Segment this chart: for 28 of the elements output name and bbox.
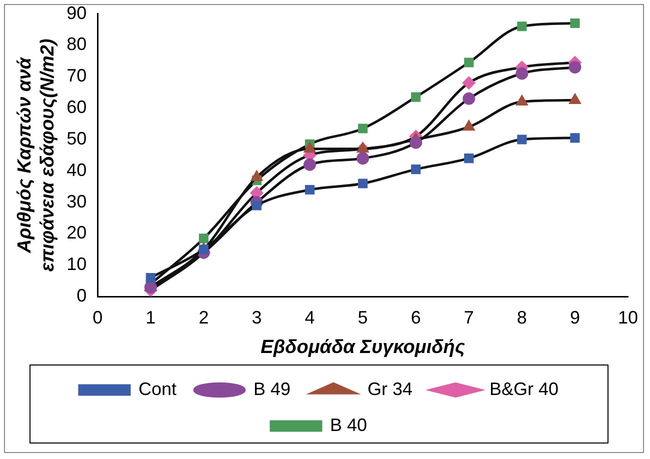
y-axis-title: Αριθμός Καρπών ανά επιφάνεια εδάφους(N/m2) [14, 38, 58, 272]
y-tick-label: 10 [66, 254, 87, 274]
y-tick-label: 80 [66, 34, 87, 54]
y-tick-label: 30 [66, 191, 87, 212]
x-tick-label: 10 [618, 307, 638, 328]
x-axis-title: Εβδομάδα Συγκομιδής [260, 336, 466, 358]
y-tick-label: 60 [66, 97, 87, 118]
x-tick-label: 8 [516, 307, 527, 328]
legend-label: B 40 [330, 414, 368, 435]
x-tick-label: 0 [92, 307, 103, 328]
y-tick-label: 40 [66, 160, 87, 180]
legend-label: B 49 [253, 378, 291, 399]
x-tick-label: 4 [304, 307, 315, 328]
y-tick-label: 90 [66, 2, 87, 23]
x-tick-label: 2 [198, 307, 209, 328]
x-tick-label: 6 [410, 307, 421, 328]
legend-label: B&Gr 40 [490, 378, 559, 399]
y-tick-label: 0 [76, 286, 87, 306]
x-tick-label: 9 [570, 307, 580, 328]
x-tick-label: 5 [358, 307, 368, 328]
x-tick-label: 3 [252, 307, 262, 328]
y-tick-label: 50 [66, 128, 87, 148]
x-tick-label: 7 [464, 307, 474, 328]
y-tick-label: 20 [66, 222, 87, 243]
legend-label: Gr 34 [368, 378, 413, 399]
x-tick-label: 1 [146, 307, 156, 328]
legend-label: Cont [138, 378, 176, 399]
y-tick-label: 70 [66, 66, 87, 86]
